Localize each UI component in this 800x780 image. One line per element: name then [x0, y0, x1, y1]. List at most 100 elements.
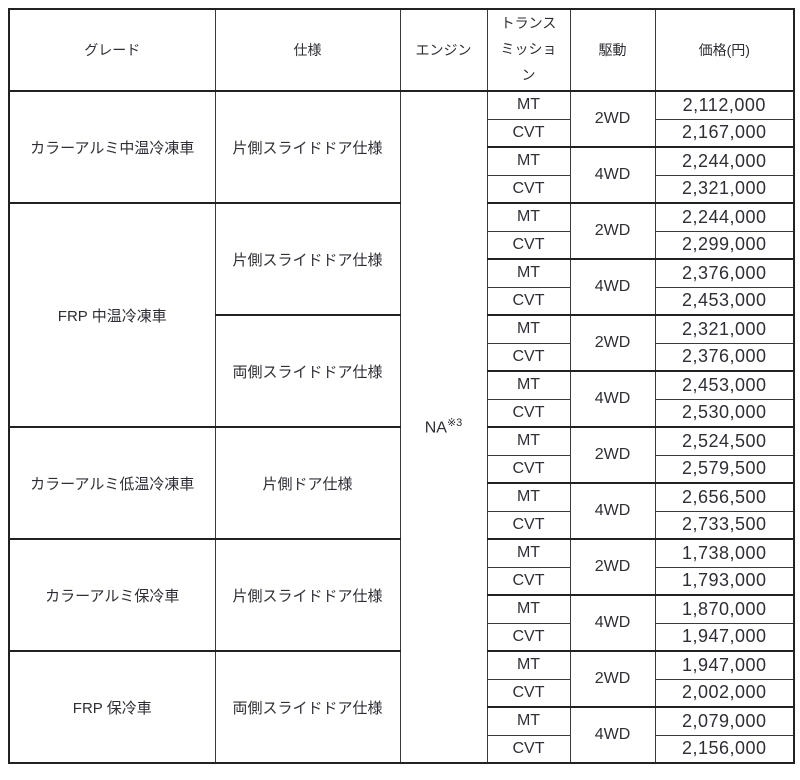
drive-cell: 2WD — [569, 538, 656, 596]
drive-cell: 2WD — [569, 202, 656, 260]
price-cell: 2,376,000 — [654, 342, 795, 372]
price-cell: 2,156,000 — [654, 734, 795, 764]
drive-cell: 4WD — [569, 370, 656, 428]
price-cell: 2,112,000 — [654, 90, 795, 120]
col-header-grade: グレード — [8, 8, 216, 92]
drive-cell: 4WD — [569, 706, 656, 764]
price-cell: 2,299,000 — [654, 230, 795, 260]
transmission-cell: CVT — [486, 678, 571, 708]
transmission-cell: CVT — [486, 118, 571, 148]
table-row: MT 4WD 1,870,000 — [9, 594, 795, 652]
transmission-cell: MT — [486, 482, 571, 512]
price-cell: 2,079,000 — [654, 706, 795, 736]
col-header-engine: エンジン — [399, 8, 488, 92]
table-row: CVT 2,167,000 — [9, 118, 795, 148]
transmission-cell: CVT — [486, 342, 571, 372]
transmission-cell: MT — [486, 202, 571, 232]
price-table: グレード 仕様 エンジン トランスミッション 駆動 価格(円) カラーアルミ中温… — [8, 8, 795, 764]
transmission-cell: CVT — [486, 566, 571, 596]
price-cell: 2,376,000 — [654, 258, 795, 288]
table-row: CVT 2,453,000 — [9, 286, 795, 316]
drive-cell: 2WD — [569, 426, 656, 484]
price-cell: 2,167,000 — [654, 118, 795, 148]
spec-cell: 片側スライドドア仕様 — [214, 538, 401, 652]
transmission-cell: MT — [486, 706, 571, 736]
transmission-cell: CVT — [486, 286, 571, 316]
transmission-cell: MT — [486, 258, 571, 288]
col-header-transmission: トランスミッション — [486, 8, 571, 92]
table-row: MT 4WD 2,656,500 — [9, 482, 795, 540]
transmission-cell: MT — [486, 538, 571, 568]
spec-cell: 両側スライドドア仕様 — [214, 314, 401, 428]
engine-footnote-marker: ※3 — [446, 417, 463, 430]
transmission-cell: CVT — [486, 734, 571, 764]
price-cell: 1,947,000 — [654, 650, 795, 680]
table-row: カラーアルミ低温冷凍車 片側ドア仕様 MT 2WD 2,524,500 — [8, 426, 795, 540]
price-cell: 2,321,000 — [654, 174, 795, 204]
table-row: MT 4WD 2,453,000 — [9, 370, 795, 428]
price-cell: 2,530,000 — [654, 398, 795, 428]
price-cell: 2,733,500 — [654, 510, 795, 540]
price-cell: 2,524,500 — [654, 426, 795, 456]
table-row: CVT 2,321,000 — [9, 174, 795, 204]
table-row: MT 4WD 2,376,000 — [9, 258, 795, 316]
drive-cell: 2WD — [569, 314, 656, 372]
table-row: MT 4WD 2,079,000 — [9, 706, 795, 764]
transmission-cell: CVT — [486, 454, 571, 484]
price-cell: 2,453,000 — [654, 370, 795, 400]
transmission-cell: MT — [486, 370, 571, 400]
price-cell: 1,870,000 — [654, 594, 795, 624]
transmission-cell: MT — [486, 594, 571, 624]
transmission-cell: MT — [486, 146, 571, 176]
drive-cell: 4WD — [569, 482, 656, 540]
grade-cell: カラーアルミ中温冷凍車 — [8, 90, 216, 204]
drive-cell: 4WD — [569, 146, 656, 204]
drive-cell: 4WD — [569, 258, 656, 316]
drive-cell: 2WD — [569, 650, 656, 708]
transmission-cell: MT — [486, 426, 571, 456]
col-header-drive: 駆動 — [569, 8, 656, 92]
spec-cell: 片側スライドドア仕様 — [214, 90, 401, 204]
price-cell: 2,579,500 — [654, 454, 795, 484]
price-cell: 2,244,000 — [654, 146, 795, 176]
price-cell: 1,738,000 — [654, 538, 795, 568]
transmission-cell: CVT — [486, 174, 571, 204]
col-header-price: 価格(円) — [654, 8, 795, 92]
grade-cell: FRP 中温冷凍車 — [8, 202, 216, 428]
price-cell: 2,002,000 — [654, 678, 795, 708]
drive-cell: 4WD — [569, 594, 656, 652]
transmission-cell: CVT — [486, 230, 571, 260]
price-cell: 2,244,000 — [654, 202, 795, 232]
price-cell: 2,453,000 — [654, 286, 795, 316]
col-header-spec: 仕様 — [214, 8, 401, 92]
price-cell: 2,321,000 — [654, 314, 795, 344]
transmission-cell: MT — [486, 314, 571, 344]
grade-cell: カラーアルミ低温冷凍車 — [8, 426, 216, 540]
table-row: CVT 2,376,000 — [9, 342, 795, 372]
table-row: CVT 2,156,000 — [9, 734, 795, 764]
table-row: カラーアルミ中温冷凍車 片側スライドドア仕様 NA※3 MT 2WD 2,112… — [8, 90, 795, 764]
table-row: 両側スライドドア仕様 MT 2WD 2,321,000 — [9, 314, 795, 428]
grade-cell: FRP 保冷車 — [8, 650, 216, 764]
engine-cell: NA※3 — [399, 90, 488, 764]
table-header-row: グレード 仕様 エンジン トランスミッション 駆動 価格(円) — [8, 8, 795, 92]
price-cell: 1,793,000 — [654, 566, 795, 596]
transmission-cell: CVT — [486, 622, 571, 652]
table-row: FRP 保冷車 両側スライドドア仕様 MT 2WD 1,947,000 — [8, 650, 795, 764]
price-cell: 1,947,000 — [654, 622, 795, 652]
transmission-cell: MT — [486, 650, 571, 680]
grade-cell: カラーアルミ保冷車 — [8, 538, 216, 652]
spec-cell: 片側スライドドア仕様 — [214, 202, 401, 316]
spec-cell: 片側ドア仕様 — [214, 426, 401, 540]
table-row: MT 4WD 2,244,000 — [9, 146, 795, 204]
table-row: CVT 2,299,000 — [9, 230, 795, 260]
drive-cell: 2WD — [569, 90, 656, 148]
transmission-cell: CVT — [486, 398, 571, 428]
table-row: FRP 中温冷凍車 片側スライドドア仕様 MT 2WD 2,244,000 — [8, 202, 795, 428]
table-row: カラーアルミ保冷車 片側スライドドア仕様 MT 2WD 1,738,000 — [8, 538, 795, 652]
transmission-cell: CVT — [486, 510, 571, 540]
transmission-cell: MT — [486, 90, 571, 120]
price-cell: 2,656,500 — [654, 482, 795, 512]
table-row: CVT 2,530,000 — [9, 398, 795, 428]
engine-value: NA — [424, 419, 447, 437]
